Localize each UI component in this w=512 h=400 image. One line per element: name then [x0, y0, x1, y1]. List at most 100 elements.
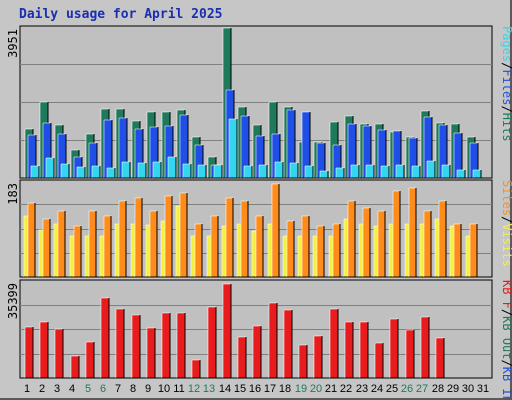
- bar-kbytes-day-2: [40, 322, 48, 378]
- x-tick-label-day-4: 4: [69, 383, 75, 395]
- bar-sites-day-5: [89, 211, 96, 277]
- bar-pages-day-18: [290, 163, 298, 178]
- x-tick-label-day-13: 13: [203, 383, 215, 395]
- bar-files-day-25: [393, 131, 401, 178]
- bar-sites-day-20: [317, 226, 324, 277]
- separator: /: [500, 62, 512, 69]
- x-tick-label-day-3: 3: [54, 383, 60, 395]
- bar-kbytes-day-7: [116, 309, 124, 378]
- bar-files-day-2: [43, 123, 51, 178]
- x-tick-label-day-8: 8: [130, 383, 136, 395]
- right-label-mid: Sites/Visits: [500, 180, 512, 267]
- bar-files-day-16: [256, 136, 264, 178]
- bar-sites-day-27: [424, 211, 431, 277]
- bar-pages-day-16: [259, 165, 267, 178]
- bar-files-day-7: [119, 118, 127, 178]
- bar-sites-day-11: [180, 193, 187, 277]
- bar-pages-day-9: [153, 162, 161, 178]
- x-tick-label-day-14: 14: [219, 383, 231, 395]
- x-tick-label-day-31: 31: [477, 383, 489, 395]
- bar-sites-day-25: [393, 191, 400, 277]
- bar-kbytes-day-14: [223, 284, 231, 378]
- bar-files-day-9: [150, 127, 158, 178]
- x-tick-label-day-9: 9: [145, 383, 151, 395]
- bar-files-day-22: [348, 124, 356, 178]
- bar-sites-day-16: [256, 216, 263, 277]
- x-tick-label-day-5: 5: [85, 383, 91, 395]
- x-tick-label-day-16: 16: [249, 383, 261, 395]
- legend-files: Files: [500, 69, 512, 105]
- bar-files-day-30: [470, 143, 478, 178]
- bar-pages-day-6: [107, 168, 115, 178]
- bar-files-day-28: [439, 125, 447, 178]
- bar-pages-day-28: [442, 165, 450, 178]
- bar-sites-day-26: [409, 188, 416, 277]
- bar-pages-day-20: [320, 171, 328, 178]
- bar-kbytes-day-4: [71, 356, 79, 378]
- bar-kbytes-day-27: [421, 317, 429, 378]
- bar-sites-day-12: [195, 224, 202, 277]
- bar-sites-day-23: [363, 208, 370, 277]
- bar-sites-day-10: [165, 196, 172, 277]
- bar-files-day-8: [135, 129, 143, 178]
- legend-kb-out: KB Out: [500, 316, 512, 359]
- bar-files-day-19: [302, 112, 310, 178]
- bar-pages-day-7: [122, 162, 130, 178]
- bar-pages-day-5: [92, 166, 100, 178]
- separator: /: [500, 309, 512, 316]
- x-tick-label-day-25: 25: [386, 383, 398, 395]
- ymax-label-bottom: 35399: [6, 283, 20, 319]
- x-tick-label-day-6: 6: [100, 383, 106, 395]
- legend-visits: Visits: [500, 223, 512, 266]
- bar-sites-day-30: [470, 224, 477, 277]
- legend-kb-f: KB F: [500, 280, 512, 309]
- separator: /: [500, 105, 512, 112]
- bar-kbytes-day-26: [406, 330, 414, 378]
- bar-pages-day-4: [77, 167, 85, 178]
- chart-title: Daily usage for April 2025: [19, 7, 223, 22]
- bar-sites-day-15: [241, 201, 248, 277]
- bar-pages-day-17: [275, 162, 283, 178]
- bar-kbytes-day-24: [375, 343, 383, 378]
- bar-pages-day-26: [412, 166, 420, 178]
- bar-kbytes-day-28: [436, 338, 444, 378]
- bar-files-day-5: [89, 143, 97, 178]
- bar-pages-day-29: [457, 170, 465, 178]
- bar-pages-day-24: [381, 166, 389, 178]
- bar-files-day-23: [363, 126, 371, 178]
- x-tick-label-day-11: 11: [173, 383, 184, 395]
- bar-pages-day-19: [305, 166, 313, 178]
- bar-files-day-3: [58, 134, 66, 178]
- bar-sites-day-22: [348, 201, 355, 277]
- bar-files-day-18: [287, 110, 295, 178]
- bar-files-day-20: [317, 143, 325, 178]
- bar-kbytes-day-1: [25, 327, 33, 378]
- bar-pages-day-15: [244, 166, 252, 178]
- bar-kbytes-day-21: [330, 309, 338, 378]
- bar-sites-day-3: [58, 211, 65, 277]
- right-label-bottom: KB F/KB Out/KB In: [500, 280, 512, 400]
- bar-sites-day-4: [74, 226, 81, 277]
- bar-files-day-26: [409, 138, 417, 178]
- legend-hits: Hits: [500, 113, 512, 142]
- bar-sites-day-17: [272, 184, 279, 277]
- x-tick-label-day-10: 10: [158, 383, 170, 395]
- bar-sites-day-8: [135, 198, 142, 277]
- bar-sites-day-9: [150, 211, 157, 277]
- bar-pages-day-2: [46, 158, 54, 178]
- right-label-top: Pages/Files/Hits: [500, 26, 512, 142]
- bar-kbytes-day-9: [147, 328, 155, 378]
- bar-sites-day-18: [287, 221, 294, 277]
- bar-files-day-24: [378, 130, 386, 178]
- bar-pages-day-12: [198, 165, 206, 178]
- bar-files-day-1: [28, 135, 36, 178]
- x-tick-label-day-17: 17: [264, 383, 276, 395]
- bar-files-day-6: [104, 120, 112, 178]
- bar-files-day-17: [272, 134, 280, 178]
- x-tick-label-day-24: 24: [371, 383, 383, 395]
- bar-pages-day-21: [336, 168, 344, 178]
- bar-pages-day-8: [138, 163, 146, 178]
- bar-pages-day-23: [366, 165, 374, 178]
- bar-pages-day-14: [229, 119, 237, 178]
